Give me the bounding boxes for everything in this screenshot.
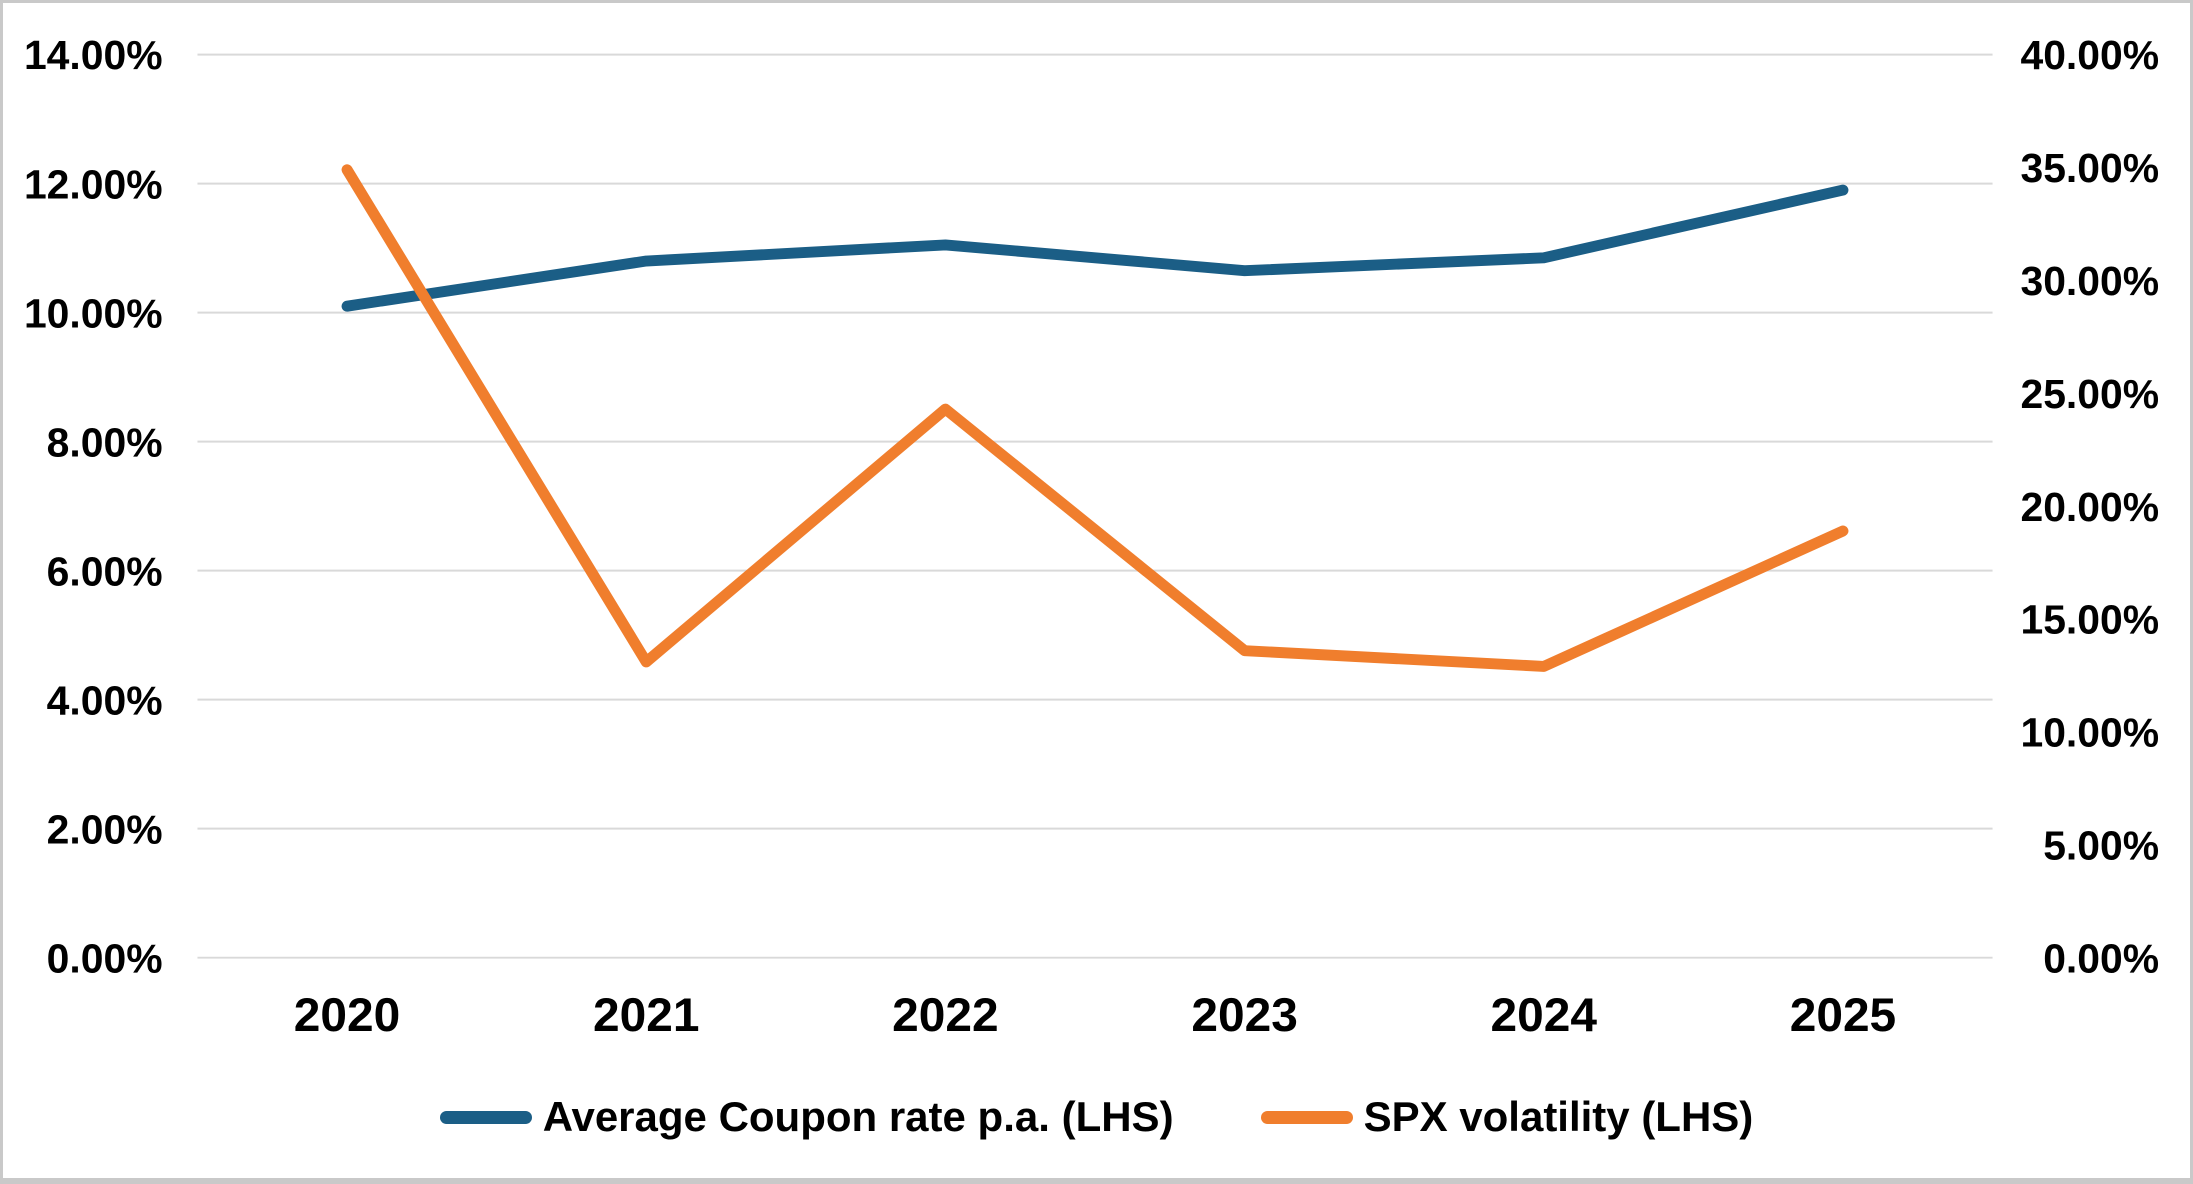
- x-axis-tick-label: 2024: [1491, 989, 1598, 1042]
- right-axis-tick-label: 5.00%: [2043, 823, 2159, 869]
- right-axis-tick-label: 35.00%: [2020, 145, 2159, 191]
- right-axis-tick-label: 15.00%: [2020, 597, 2159, 643]
- right-axis-tick-label: 20.00%: [2020, 484, 2159, 530]
- legend-line-marker-coupon: [439, 1110, 532, 1124]
- left-axis-tick-label: 10.00%: [24, 290, 163, 336]
- right-axis-tick-label: 30.00%: [2020, 258, 2159, 304]
- x-axis-tick-label: 2020: [294, 989, 400, 1042]
- x-axis-tick-label: 2025: [1790, 989, 1896, 1042]
- series-line-0: [341, 184, 1849, 312]
- right-axis-tick-label: 40.00%: [2020, 32, 2159, 78]
- dual-axis-line-chart: 14.00% 12.00% 10.00% 8.00% 6.00% 4.00% 2.00% 0.…: [24, 32, 2159, 1042]
- right-axis-tick-label: 10.00%: [2020, 710, 2159, 756]
- left-axis-tick-label: 12.00%: [24, 161, 163, 207]
- left-axis-tick-label: 2.00%: [47, 806, 163, 852]
- chart-legend: Average Coupon rate p.a. (LHS) SPX volat…: [3, 1088, 2190, 1146]
- x-axis-tick-label: 2021: [593, 989, 699, 1042]
- legend-label-spx: SPX volatility (LHS): [1363, 1093, 1754, 1140]
- left-axis-tick-label: 6.00%: [47, 548, 163, 594]
- left-axis-tick-label: 0.00%: [47, 935, 163, 981]
- left-axis-tick-label: 4.00%: [47, 677, 163, 723]
- legend-label-coupon: Average Coupon rate p.a. (LHS): [542, 1093, 1174, 1140]
- left-axis-tick-label: 14.00%: [24, 32, 163, 78]
- x-axis-tick-label: 2022: [892, 989, 998, 1042]
- legend-line-marker-spx: [1260, 1110, 1353, 1124]
- right-axis-tick-label: 25.00%: [2020, 371, 2159, 417]
- right-axis-tick-label: 0.00%: [2043, 935, 2159, 981]
- x-axis-tick-label: 2023: [1191, 989, 1297, 1042]
- legend-item-average-coupon-rate: Average Coupon rate p.a. (LHS): [439, 1093, 1174, 1140]
- series-line-1: [341, 164, 1849, 672]
- legend-item-spx-volatility: SPX volatility (LHS): [1260, 1093, 1754, 1140]
- left-axis-tick-label: 8.00%: [47, 419, 163, 465]
